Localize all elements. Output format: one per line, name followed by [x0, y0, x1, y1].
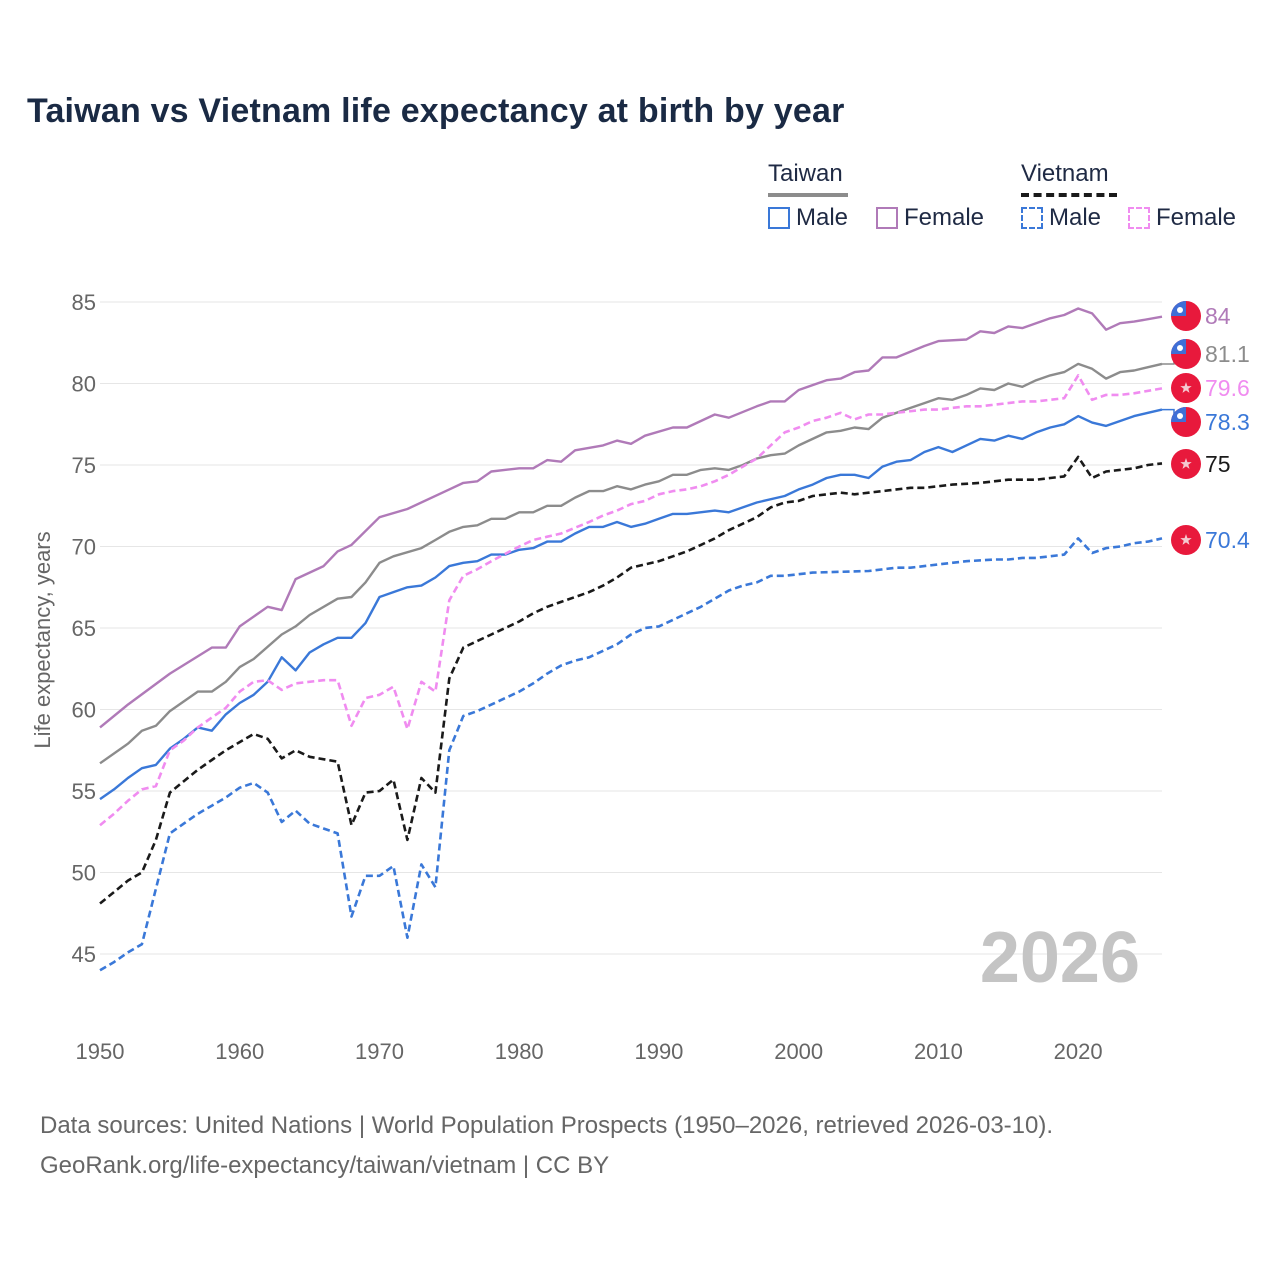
- chart-title: Taiwan vs Vietnam life expectancy at bir…: [27, 92, 845, 130]
- source-url-line[interactable]: GeoRank.org/life-expectancy/taiwan/vietn…: [40, 1152, 610, 1179]
- series-line-vietnam-female[interactable]: [99, 374, 1163, 827]
- y-axis-label: Life expectancy, years: [30, 531, 55, 748]
- legend-vietnam-male-label: Male: [1049, 204, 1102, 231]
- flag-sun: [1177, 345, 1183, 351]
- x-tick-label: 1990: [634, 1039, 683, 1064]
- end-value-label: 75: [1205, 451, 1231, 477]
- legend-vietnam-male-swatch: [1021, 207, 1043, 229]
- legend-vietnam-female-label: Female: [1156, 204, 1237, 231]
- legend-vietnam-female[interactable]: Female: [1128, 204, 1236, 232]
- end-marker-vietnam-male: 70.4: [1171, 525, 1250, 555]
- flag-sun: [1177, 413, 1183, 419]
- legend-vietnam-female-swatch: [1128, 207, 1150, 229]
- end-marker-vietnam-female: 79.6: [1171, 373, 1250, 403]
- grid-layer: [100, 301, 1162, 955]
- series-line-taiwan-male[interactable]: [99, 408, 1163, 801]
- y-tick-label: 75: [72, 453, 96, 478]
- x-tick-label: 1960: [215, 1039, 264, 1064]
- legend-taiwan-female-label: Female: [904, 204, 985, 231]
- end-marker-taiwan-female: 84: [1171, 301, 1231, 331]
- legend-taiwan-line: [768, 193, 848, 197]
- x-tick-label: 1970: [355, 1039, 404, 1064]
- series-line-vietnam-total[interactable]: [99, 455, 1163, 905]
- legend-group-vietnam[interactable]: Vietnam: [1021, 160, 1109, 188]
- flag-star: [1180, 458, 1192, 469]
- legend-vietnam-male[interactable]: Male: [1021, 204, 1101, 232]
- legend-vietnam-line: [1021, 193, 1117, 197]
- legend-group-taiwan[interactable]: Taiwan: [768, 160, 843, 188]
- marker-layer: 84 81.1 78.3 79.6 75 70.4: [1162, 301, 1250, 555]
- flag-star: [1180, 382, 1192, 393]
- legend-taiwan-male-swatch: [768, 207, 790, 229]
- legend-taiwan-female-swatch: [876, 207, 898, 229]
- flag-sun: [1177, 307, 1183, 313]
- end-marker-vietnam-total: 75: [1171, 449, 1231, 479]
- footer: Data sources: United Nations | World Pop…: [40, 1106, 1053, 1186]
- x-tick-label: 2020: [1054, 1039, 1103, 1064]
- y-tick-label: 60: [72, 698, 96, 723]
- series-line-vietnam-male[interactable]: [99, 537, 1163, 972]
- legend-taiwan-male[interactable]: Male: [768, 204, 848, 232]
- legend-group-taiwan-label: Taiwan: [768, 160, 843, 187]
- data-source-line: Data sources: United Nations | World Pop…: [40, 1112, 1054, 1139]
- year-watermark: 2026: [980, 918, 1140, 998]
- y-tick-label: 50: [72, 861, 96, 886]
- y-tick-label: 85: [72, 290, 96, 315]
- end-value-label: 84: [1205, 303, 1231, 329]
- end-marker-taiwan-male: 78.3: [1162, 407, 1250, 437]
- end-marker-taiwan-total: 81.1: [1162, 339, 1250, 369]
- legend-taiwan-female[interactable]: Female: [876, 204, 984, 232]
- end-value-label: 79.6: [1205, 375, 1250, 401]
- series-line-taiwan-female[interactable]: [99, 307, 1163, 729]
- y-tick-label: 65: [72, 616, 96, 641]
- y-tick-label: 80: [72, 372, 96, 397]
- x-tick-label: 1980: [495, 1039, 544, 1064]
- end-value-label: 81.1: [1205, 341, 1250, 367]
- x-tick-label: 2010: [914, 1039, 963, 1064]
- y-tick-label: 45: [72, 942, 96, 967]
- y-tick-label: 55: [72, 779, 96, 804]
- end-value-label: 78.3: [1205, 409, 1250, 435]
- legend-taiwan-male-label: Male: [796, 204, 849, 231]
- series-line-taiwan-total[interactable]: [99, 362, 1163, 765]
- series-layer: [99, 307, 1163, 972]
- legend-group-vietnam-label: Vietnam: [1021, 160, 1109, 187]
- y-tick-label: 70: [72, 535, 96, 560]
- end-value-label: 70.4: [1205, 527, 1250, 553]
- line-chart: 45 50 55 60 65 70 75 80 85 1950 1960 1970 1980 1990 20…: [30, 290, 1250, 1064]
- x-tick-label: 1950: [76, 1039, 125, 1064]
- flag-star: [1180, 534, 1192, 545]
- x-tick-label: 2000: [774, 1039, 823, 1064]
- axis-layer: 45 50 55 60 65 70 75 80 85 1950 1960 1970 1980 1990 20…: [72, 290, 1103, 1064]
